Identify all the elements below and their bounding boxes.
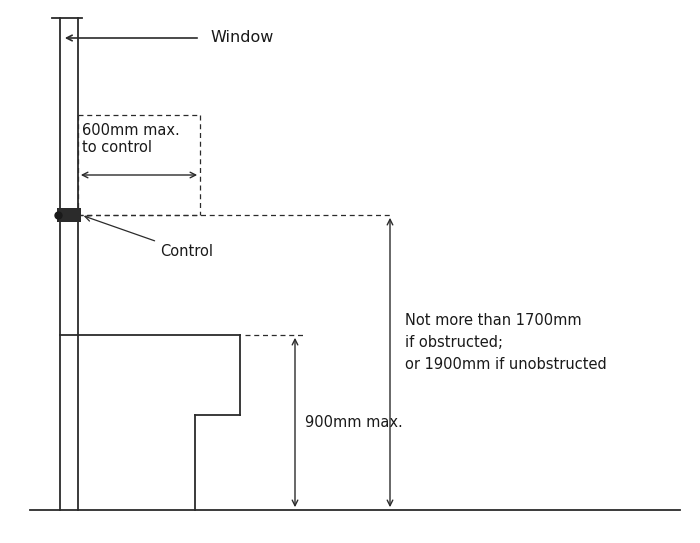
- Text: Not more than 1700mm
if obstructed;
or 1900mm if unobstructed: Not more than 1700mm if obstructed; or 1…: [405, 313, 607, 372]
- Text: Window: Window: [210, 30, 274, 46]
- Text: 900mm max.: 900mm max.: [305, 415, 402, 430]
- Text: Control: Control: [85, 216, 213, 260]
- Bar: [57, 208, 81, 222]
- Text: 600mm max.
to control: 600mm max. to control: [82, 123, 180, 155]
